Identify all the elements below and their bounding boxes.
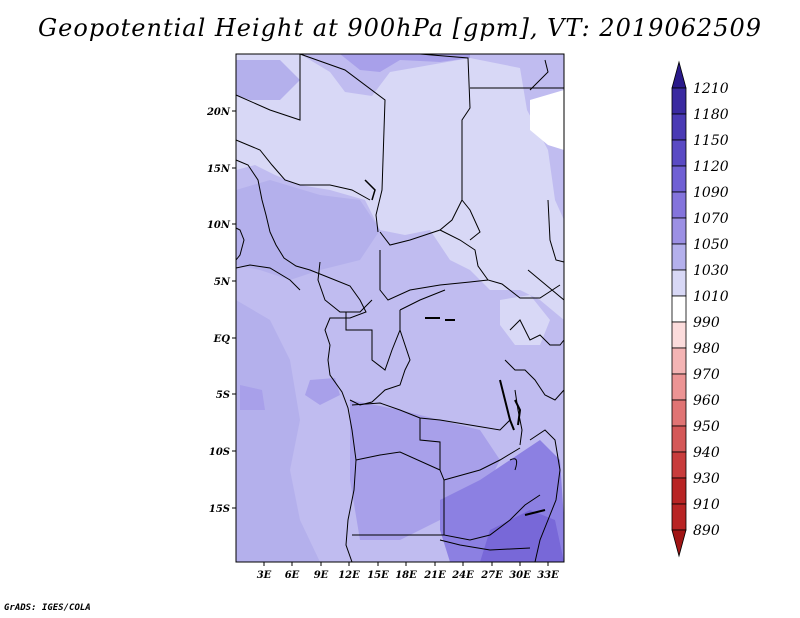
- shading-light-north: [236, 54, 564, 320]
- colorbar-swatch: [671, 87, 687, 115]
- map-panel: [236, 54, 564, 562]
- lat-label-20n: 20N: [206, 107, 231, 118]
- colorbar-label: 1150: [693, 133, 729, 149]
- colorbar-label: 960: [693, 393, 720, 409]
- colorbar-swatch: [671, 191, 687, 219]
- colorbar-swatch: [671, 269, 687, 297]
- shading-north-band: [236, 54, 470, 72]
- lat-label-10n: 10N: [207, 220, 231, 231]
- colorbar-swatch: [671, 165, 687, 193]
- colorbar-swatch: [671, 217, 687, 245]
- lon-label-12e: 12E: [338, 570, 360, 581]
- colorbar-label: 1090: [693, 185, 729, 201]
- shading-north-west: [236, 60, 300, 100]
- colorbar-label: 930: [693, 471, 720, 487]
- colorbar-label: 990: [693, 315, 720, 331]
- shading-spot-1: [305, 378, 340, 405]
- colorbar-swatch: [671, 373, 687, 401]
- map-title: Geopotential Height at 900hPa [gpm], VT:…: [38, 14, 762, 42]
- colorbar-label: 940: [693, 445, 720, 461]
- lon-label-15e: 15E: [367, 570, 389, 581]
- lat-label-15s: 15S: [209, 504, 230, 515]
- lat-label-5n: 5N: [214, 277, 231, 288]
- shading-spot-2: [240, 385, 265, 410]
- colorbar-swatch: [671, 477, 687, 505]
- lon-label-30e: 30E: [509, 570, 531, 581]
- lon-label-27e: 27E: [480, 570, 503, 581]
- colorbar-label: 1210: [693, 81, 729, 97]
- colorbar-swatch: [671, 347, 687, 375]
- colorbar: 1210 1180 1150 1120 1090 1070 1050 1030 1010 990 9…: [671, 60, 729, 558]
- lat-label-5s: 5S: [216, 390, 230, 401]
- colorbar-label: 910: [693, 497, 720, 513]
- colorbar-swatch: [671, 321, 687, 349]
- colorbar-bottom-arrow: [671, 529, 687, 558]
- shading-west-mid: [236, 180, 380, 280]
- shading-atlantic: [236, 300, 320, 562]
- map-frame: [235, 53, 565, 563]
- lon-label-3e: 3E: [257, 570, 272, 581]
- country-borders: [235, 53, 565, 563]
- shading-white-ne: [530, 90, 564, 150]
- lat-label-10s: 10S: [209, 447, 230, 458]
- colorbar-swatch: [671, 243, 687, 271]
- lon-label-24e: 24E: [451, 570, 474, 581]
- lon-label-6e: 6E: [285, 570, 300, 581]
- lat-axis: 20N 15N 10N 5N EQ 5S 10S 15S: [206, 107, 236, 515]
- shading-east-light: [500, 295, 550, 345]
- colorbar-label: 1030: [693, 263, 729, 279]
- colorbar-swatch: [671, 399, 687, 427]
- colorbar-swatch: [671, 139, 687, 167]
- lat-label-eq: EQ: [213, 334, 231, 345]
- lat-label-15n: 15N: [207, 164, 231, 175]
- colorbar-label: 970: [693, 367, 720, 383]
- lon-label-18e: 18E: [395, 570, 417, 581]
- colorbar-swatch: [671, 451, 687, 479]
- colorbar-label: 1180: [693, 107, 729, 123]
- colorbar-label: 1050: [693, 237, 729, 253]
- colorbar-label: 950: [693, 419, 720, 435]
- colorbar-label: 1120: [693, 159, 729, 175]
- colorbar-swatch: [671, 503, 687, 531]
- colorbar-label: 890: [693, 523, 720, 539]
- colorbar-top-arrow: [671, 60, 687, 89]
- colorbar-swatch: [671, 295, 687, 323]
- colorbar-label: 1010: [693, 289, 729, 305]
- grads-credit: GrADS: IGES/COLA: [4, 603, 91, 613]
- colorbar-label: 980: [693, 341, 720, 357]
- colorbar-label: 1070: [693, 211, 729, 227]
- lon-label-33e: 33E: [537, 570, 559, 581]
- lon-label-21e: 21E: [423, 570, 446, 581]
- lon-axis: 3E 6E 9E 12E 15E 18E 21E 24E 27E 30E 33E: [257, 562, 559, 581]
- colorbar-swatch: [671, 113, 687, 141]
- colorbar-swatch: [671, 425, 687, 453]
- lon-label-9e: 9E: [314, 570, 329, 581]
